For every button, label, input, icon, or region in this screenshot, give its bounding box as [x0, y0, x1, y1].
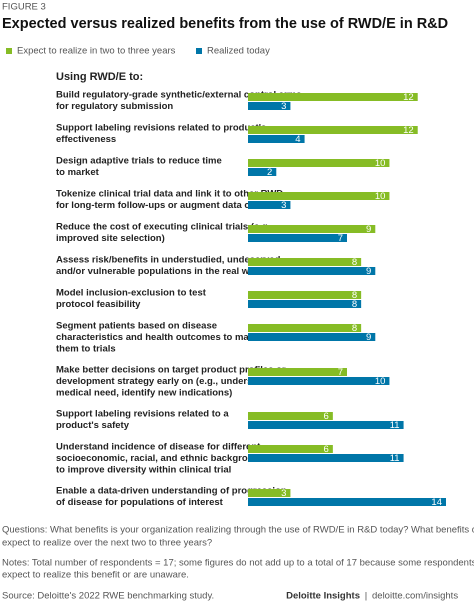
- bar: [248, 333, 376, 341]
- value-label: 3: [281, 101, 286, 112]
- questions: Questions: What benefits is your organiz…: [2, 525, 474, 536]
- value-label: 9: [366, 224, 371, 235]
- bar: [248, 498, 446, 506]
- category-label: for long-term follow-ups or augment data…: [56, 200, 289, 211]
- value-label: 12: [403, 92, 414, 103]
- category-label: improved site selection): [56, 233, 165, 244]
- category-label: Tokenize clinical trial data and link it…: [56, 189, 283, 200]
- value-label: 4: [295, 134, 300, 145]
- separator: |: [365, 591, 367, 602]
- value-label: 12: [403, 125, 414, 136]
- legend-label: Expect to realize in two to three years: [17, 46, 176, 57]
- category-label: of disease for populations of interest: [56, 497, 224, 508]
- category-label: for regulatory submission: [56, 101, 173, 112]
- category-label: Build regulatory-grade synthetic/externa…: [56, 90, 301, 101]
- bar: [248, 368, 347, 376]
- notes: expect to realize this benefit or are un…: [2, 570, 189, 581]
- bar: [248, 192, 390, 200]
- category-label: Understand incidence of disease for diff…: [56, 442, 261, 453]
- bar: [248, 93, 418, 101]
- bar: [248, 168, 277, 176]
- category-label: Support labeling revisions related to pr…: [56, 123, 266, 134]
- legend-swatch: [196, 48, 202, 54]
- category-label: socioeconomic, racial, and ethnic backgr…: [56, 453, 270, 464]
- value-label: 10: [375, 158, 386, 169]
- value-label: 8: [352, 323, 357, 334]
- category-label: characteristics and health outcomes to m…: [56, 332, 263, 343]
- category-label: Design adaptive trials to reduce time: [56, 156, 222, 167]
- value-label: 6: [324, 411, 329, 422]
- value-label: 11: [390, 420, 400, 431]
- value-label: 10: [375, 376, 386, 387]
- bar: [248, 421, 404, 429]
- bar: [248, 267, 376, 275]
- legend-swatch: [6, 48, 12, 54]
- category-label: Support labeling revisions related to a: [56, 409, 229, 420]
- category-label: to improve diversity within clinical tri…: [56, 465, 231, 476]
- bar: [248, 234, 347, 242]
- value-label: 3: [281, 200, 286, 211]
- value-label: 11: [390, 453, 400, 464]
- bar: [248, 300, 362, 308]
- category-label: them to trials: [56, 344, 116, 355]
- bar: [248, 225, 376, 233]
- category-label: Reduce the cost of executing clinical tr…: [56, 222, 273, 233]
- value-label: 9: [366, 266, 371, 277]
- legend-label: Realized today: [207, 46, 270, 57]
- category-label: development strategy early on (e.g., und…: [56, 376, 304, 387]
- chart-title: Expected versus realized benefits from t…: [2, 16, 448, 32]
- bar: [248, 159, 390, 167]
- bar: [248, 126, 418, 134]
- bar: [248, 324, 362, 332]
- category-label: Make better decisions on target product …: [56, 365, 286, 376]
- value-label: 10: [375, 191, 386, 202]
- brand: Deloitte Insights: [286, 591, 360, 602]
- value-label: 7: [338, 367, 343, 378]
- category-label: effectiveness: [56, 134, 116, 145]
- value-label: 8: [352, 257, 357, 268]
- bar: [248, 201, 291, 209]
- source: Source: Deloitte's 2022 RWE benchmarking…: [2, 591, 214, 602]
- category-label: and/or vulnerable populations in the rea…: [56, 266, 267, 277]
- bar: [248, 291, 362, 299]
- bar: [248, 489, 291, 497]
- value-label: 9: [366, 332, 371, 343]
- value-label: 8: [352, 299, 357, 310]
- notes: Notes: Total number of respondents = 17;…: [2, 558, 474, 569]
- subtitle: Using RWD/E to:: [56, 71, 143, 83]
- bar: [248, 445, 333, 453]
- category-label: Assess risk/benefits in understudied, un…: [56, 255, 283, 266]
- bar: [248, 258, 362, 266]
- category-label: protocol feasibility: [56, 299, 141, 310]
- bar: [248, 102, 291, 110]
- category-label: medical need, identify new indications): [56, 388, 232, 399]
- category-label: product's safety: [56, 420, 130, 431]
- bar: [248, 377, 390, 385]
- value-label: 2: [267, 167, 272, 178]
- value-label: 6: [324, 444, 329, 455]
- category-label: to market: [56, 167, 100, 178]
- bar: [248, 454, 404, 462]
- url: deloitte.com/insights: [372, 591, 458, 602]
- category-label: Enable a data-driven understanding of pr…: [56, 486, 287, 497]
- category-label: Model inclusion-exclusion to test: [56, 288, 207, 299]
- value-label: 14: [431, 497, 442, 508]
- questions: expect to realize over the next two to t…: [2, 538, 212, 549]
- category-label: Segment patients based on disease: [56, 321, 217, 332]
- bar: [248, 412, 333, 420]
- value-label: 7: [338, 233, 343, 244]
- bar: [248, 135, 305, 143]
- figure-label: FIGURE 3: [2, 2, 46, 13]
- value-label: 8: [352, 290, 357, 301]
- value-label: 3: [281, 488, 286, 499]
